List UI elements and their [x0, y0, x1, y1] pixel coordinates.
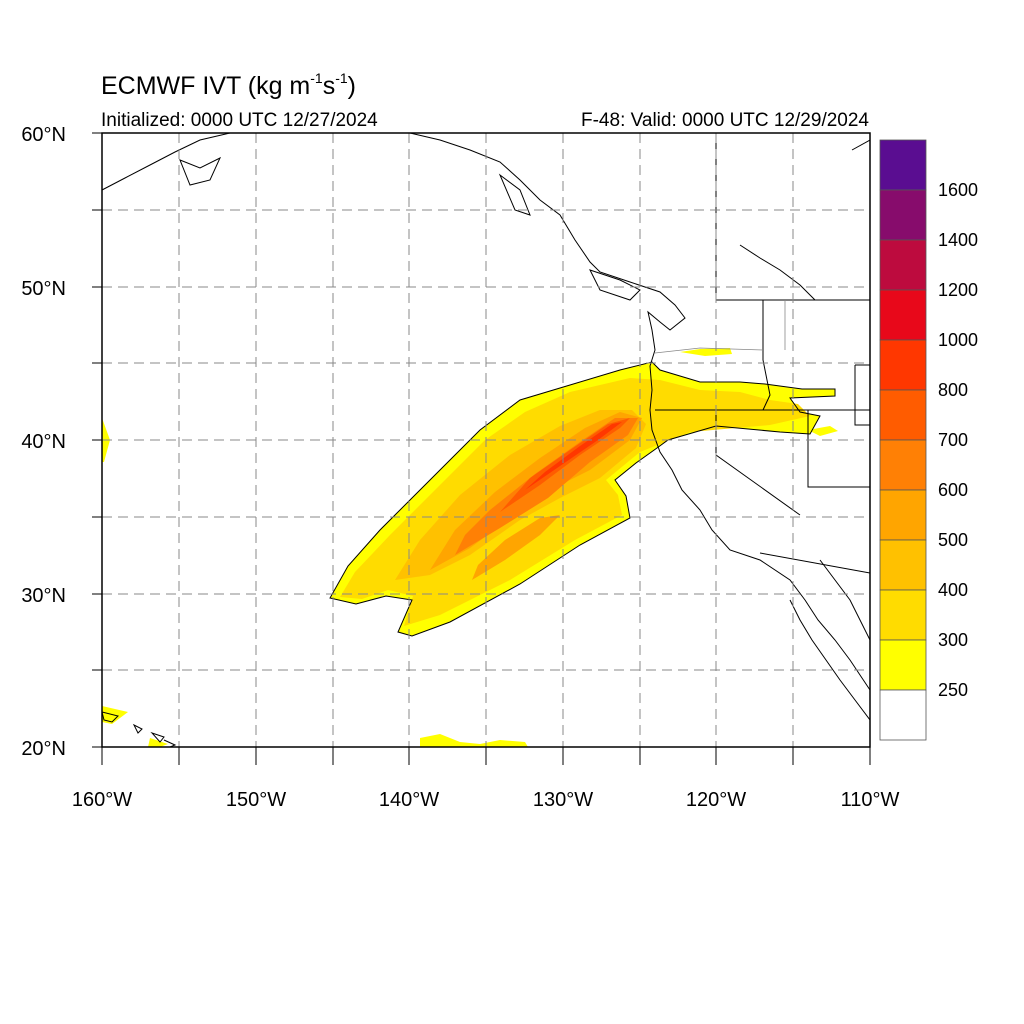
- lon-axis-labels: 160°W 150°W 140°W 130°W 120°W 110°W: [72, 789, 900, 811]
- ivt-500-region: [472, 515, 560, 580]
- lon-label: 140°W: [379, 789, 439, 811]
- colorbar-label: 300: [938, 630, 968, 650]
- map-title: ECMWF IVT (kg m-1s-1): [101, 70, 356, 100]
- colorbar-swatch: [879, 339, 927, 391]
- ivt-600-region: [455, 418, 638, 555]
- graticule: [102, 133, 870, 747]
- initialized-label: Initialized: 0000 UTC 12/27/2024: [101, 110, 378, 131]
- colorbar-swatch: [879, 239, 927, 291]
- lon-label: 120°W: [686, 789, 746, 811]
- colorbar-swatch: [879, 539, 927, 591]
- colorbar-swatch: [879, 389, 927, 441]
- ivt-250-region: [680, 348, 732, 356]
- colorbar-swatch: [879, 139, 927, 191]
- lat-label: 30°N: [21, 585, 66, 607]
- lat-label: 60°N: [21, 124, 66, 146]
- colorbar-swatch: [879, 439, 927, 491]
- valid-time-label: F-48: Valid: 0000 UTC 12/29/2024: [581, 110, 869, 131]
- lat-label: 20°N: [21, 738, 66, 760]
- colorbar-swatch: [879, 639, 927, 691]
- lat-axis-labels: 60°N 50°N 40°N 30°N 20°N: [21, 124, 66, 760]
- lon-label: 150°W: [226, 789, 286, 811]
- colorbar-label: 250: [938, 680, 968, 700]
- ivt-300-region: [340, 378, 810, 626]
- colorbar-swatch: [879, 189, 927, 241]
- colorbar-label: 700: [938, 430, 968, 450]
- ivt-800-region: [525, 422, 622, 490]
- ivt-250-region: [808, 426, 838, 436]
- colorbar-label: 1400: [938, 230, 978, 250]
- lat-label: 50°N: [21, 278, 66, 300]
- colorbar-label: 500: [938, 530, 968, 550]
- lon-label: 130°W: [533, 789, 593, 811]
- map-area: [102, 133, 870, 747]
- colorbar-legend: 1600 1400 1200 1000 800 700 600 500 400 300 250: [879, 139, 978, 741]
- colorbar-swatch: [879, 589, 927, 641]
- colorbar-swatch: [879, 289, 927, 341]
- axis-ticks: [92, 132, 871, 765]
- lat-label: 40°N: [21, 431, 66, 453]
- colorbar-label: 400: [938, 580, 968, 600]
- state-lines: [654, 300, 786, 354]
- colorbar-label: 1600: [938, 180, 978, 200]
- ivt-250-region: [148, 738, 168, 747]
- colorbar-swatch: [879, 689, 927, 741]
- colorbar-label: 800: [938, 380, 968, 400]
- lon-label: 160°W: [72, 789, 132, 811]
- ivt-contour: [329, 361, 836, 637]
- ivt-250-region: [420, 734, 528, 747]
- colorbar-label: 1000: [938, 330, 978, 350]
- colorbar-swatch: [879, 489, 927, 541]
- colorbar-label: 600: [938, 480, 968, 500]
- ivt-700-region: [500, 418, 630, 512]
- colorbar-label: 1200: [938, 280, 978, 300]
- lon-label: 110°W: [841, 789, 900, 811]
